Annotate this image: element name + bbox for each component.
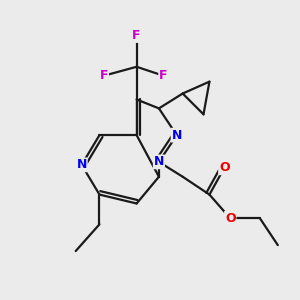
Text: F: F bbox=[132, 29, 141, 42]
Text: N: N bbox=[154, 155, 164, 168]
Text: O: O bbox=[225, 212, 236, 225]
Text: N: N bbox=[172, 129, 182, 142]
Text: F: F bbox=[100, 69, 108, 82]
Text: O: O bbox=[219, 161, 230, 174]
Text: N: N bbox=[76, 158, 87, 171]
Text: F: F bbox=[159, 69, 168, 82]
